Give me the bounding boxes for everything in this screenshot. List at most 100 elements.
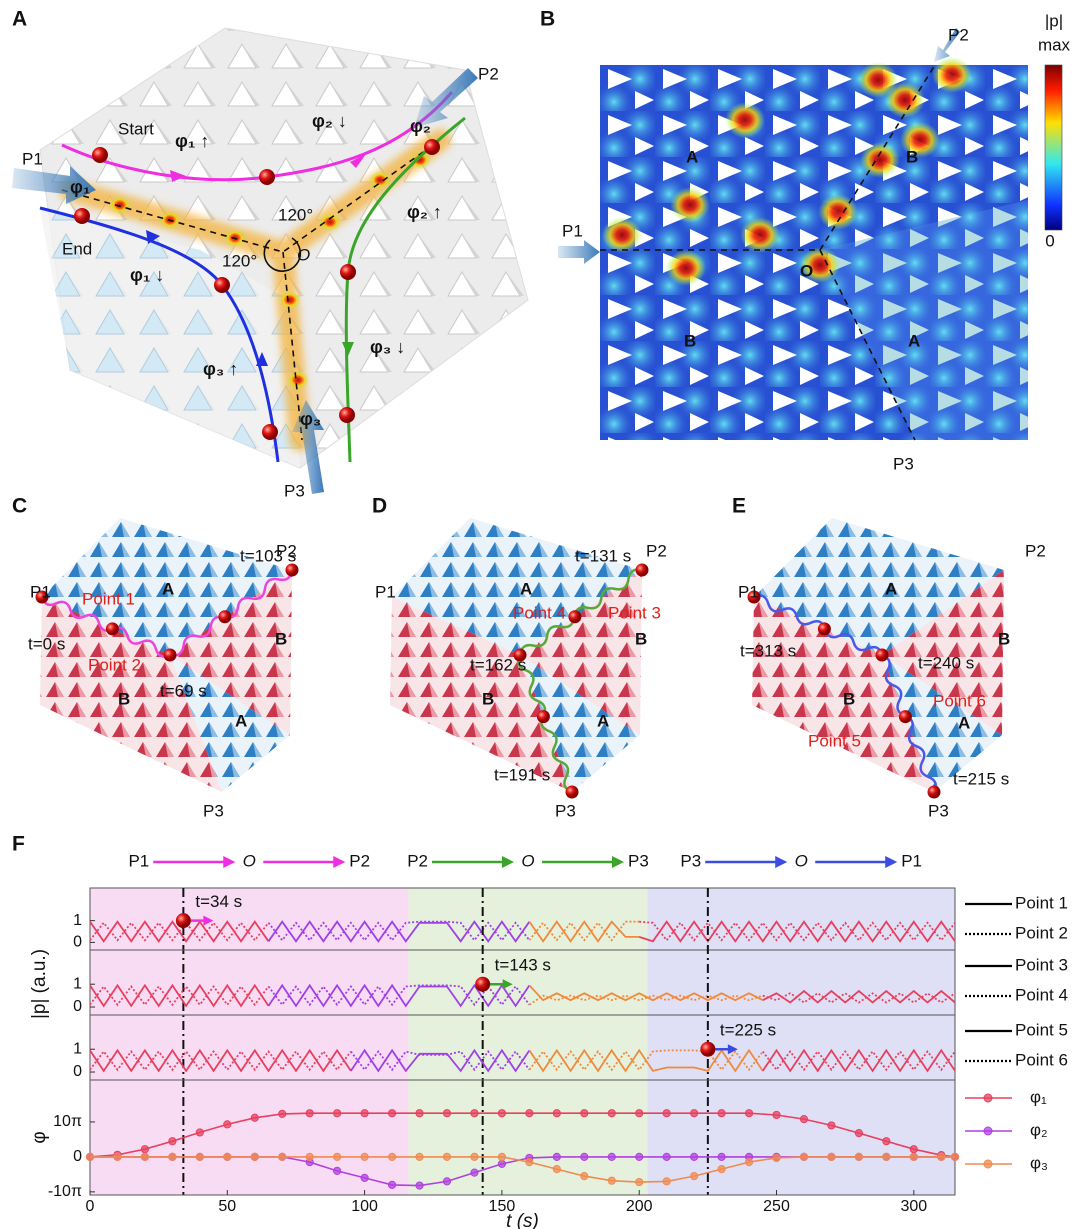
ball [424, 139, 440, 155]
panel-label: P1 [30, 582, 51, 601]
series-line [528, 920, 640, 943]
hot-spot [287, 371, 309, 389]
series-point [854, 1152, 863, 1161]
series-point [497, 1152, 507, 1161]
panel-label: Point 5 [808, 731, 861, 750]
legend-label: Point 4 [1015, 985, 1068, 1004]
series-line [762, 989, 956, 1004]
series-point [607, 1176, 616, 1185]
series-point [717, 1152, 726, 1161]
series-point [690, 1172, 699, 1181]
marker-label: t=34 s [195, 892, 242, 911]
panel-letter: B [540, 8, 555, 31]
panel-label: t=131 s [575, 546, 631, 565]
panel-label: P3 [203, 801, 224, 820]
series-point [140, 1145, 150, 1154]
series-point [690, 1152, 699, 1161]
curve-arrow [146, 230, 160, 244]
curve-arrow [170, 170, 186, 182]
probe-arrow [414, 68, 478, 128]
series-line [350, 1050, 531, 1072]
panel-label: P2 [646, 541, 667, 560]
x-tick-label: 200 [626, 1198, 653, 1215]
legend-point [983, 1126, 993, 1136]
panel-label: B [684, 331, 696, 350]
panel-label: A [520, 579, 532, 598]
route-label: P3 [680, 851, 701, 870]
panel-label: φ₁ ↑ [175, 131, 209, 151]
panel-label: φ₃ ↑ [203, 359, 238, 379]
series-point [250, 1152, 259, 1161]
panel-label: P2 [478, 64, 499, 83]
series-point [937, 1152, 946, 1161]
series-point [333, 1109, 342, 1118]
y-tick-label: 0 [73, 934, 82, 951]
ball [817, 622, 831, 636]
panel-label: t=313 s [740, 641, 796, 660]
x-tick-label: 150 [489, 1198, 516, 1215]
series-point [497, 1159, 507, 1168]
series-point [168, 1137, 177, 1146]
panel-label: A [597, 711, 609, 730]
series-point [909, 1145, 918, 1154]
series-line [762, 1048, 956, 1073]
y-axis-label: |p| (a.u.) [29, 949, 50, 1019]
series-point [470, 1152, 479, 1161]
panel-label: t=0 s [28, 634, 65, 653]
legend-point [983, 1093, 993, 1103]
curve-arrow [342, 342, 354, 356]
panel-label: 120° [278, 205, 313, 224]
series-line [350, 1048, 531, 1073]
panel-label: Point 4 [513, 603, 566, 622]
route-label: O [243, 851, 256, 870]
hot-spot [319, 213, 341, 231]
ball [340, 264, 356, 280]
route-label: P1 [128, 851, 149, 870]
marker-ball [175, 913, 191, 929]
y-tick-label: 0 [73, 998, 82, 1015]
field-hot-spot [602, 217, 642, 253]
panel-label: B [635, 629, 647, 648]
field-hot-spot [860, 142, 900, 178]
marker-arrow-head [727, 1044, 738, 1055]
ball [262, 424, 278, 440]
angle-arc [263, 237, 302, 272]
field-hot-spot [818, 194, 858, 230]
x-tick-label: 250 [763, 1198, 790, 1215]
series-line [267, 920, 531, 942]
y-tick-label: 1 [73, 912, 82, 929]
panel-label: A [235, 711, 247, 730]
panel-label: A [885, 579, 897, 598]
series-line [639, 920, 956, 942]
panel-label: A [162, 579, 174, 598]
field-hot-spot [900, 122, 940, 158]
region [90, 888, 409, 1195]
y-tick-label: 1 [73, 1040, 82, 1057]
series-point [525, 1109, 534, 1118]
series-line [762, 1050, 956, 1072]
series-point [195, 1128, 204, 1137]
marker-label: t=225 s [720, 1021, 776, 1040]
panel-label: t=215 s [953, 769, 1009, 788]
series-point [717, 1165, 726, 1174]
route-arrow-head [775, 856, 788, 868]
metasurface-region [170, 655, 290, 792]
curve-arrow [350, 154, 366, 168]
panel-label: Point 6 [933, 691, 986, 710]
panel-label: Point 1 [82, 589, 135, 608]
x-axis-label: t (s) [506, 1211, 539, 1229]
panel-label: t=191 s [494, 765, 550, 784]
route-arrow-head [223, 856, 236, 868]
field-hot-spot [666, 250, 706, 286]
series-point [113, 1152, 122, 1161]
panel-label: φ₃ ↓ [370, 337, 405, 357]
series-point [360, 1152, 369, 1161]
colorbar-title: |p| [1045, 11, 1063, 30]
series-point [250, 1113, 259, 1122]
ball [218, 610, 232, 624]
marker-label: t=143 s [495, 956, 551, 975]
y-axis-label: φ [29, 1131, 50, 1143]
panel-label: B [118, 689, 130, 708]
metasurface-region [752, 597, 934, 792]
panel-label: φ₂ [410, 116, 431, 136]
